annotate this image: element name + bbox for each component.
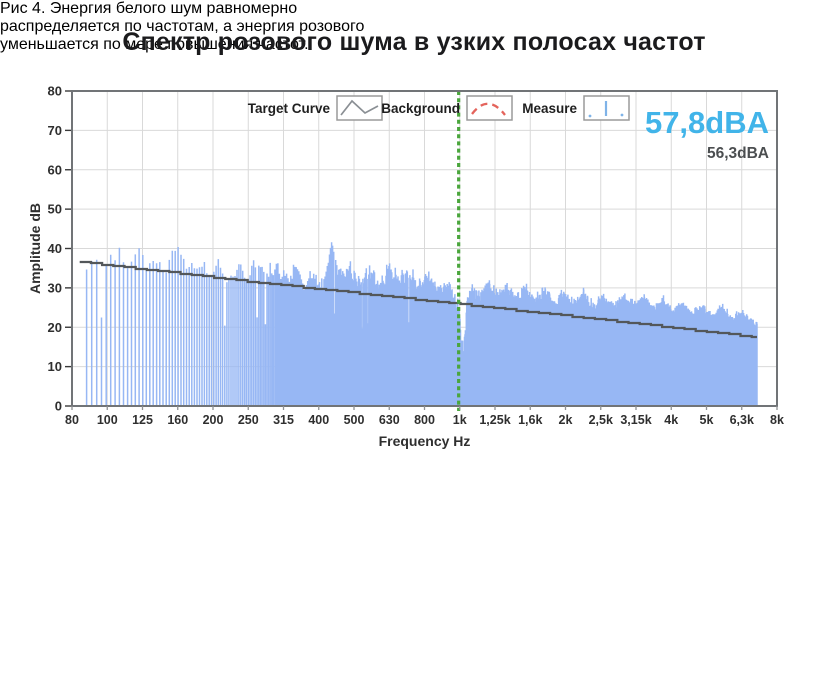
x-tick-label: 2,5k xyxy=(589,413,613,427)
x-tick-label: 500 xyxy=(344,413,365,427)
legend-label-measure: Measure xyxy=(522,101,577,116)
y-tick-label: 30 xyxy=(48,280,62,295)
spectrum-analyzer-figure: 80 70 60 50 40 30 20 10 0 80 100 125 160 200 250 315 400… xyxy=(0,80,828,460)
caption-line: распределяется по частотам, а энергия ро… xyxy=(0,18,365,35)
x-tick-label: 160 xyxy=(167,413,188,427)
spectrum-bars xyxy=(85,242,758,406)
y-tick-label: 80 xyxy=(48,84,62,99)
x-tick-label: 5k xyxy=(700,413,714,427)
y-tick-label: 50 xyxy=(48,202,62,217)
y-tick-label: 0 xyxy=(55,399,62,414)
x-tick-label: 315 xyxy=(273,413,294,427)
legend-label-background: Background xyxy=(381,101,460,116)
x-tick-label: 630 xyxy=(379,413,400,427)
x-tick-label: 800 xyxy=(414,413,435,427)
caption-line: Рис 4. Энергия белого шум равномерно xyxy=(0,0,298,17)
x-tick-label: 4k xyxy=(664,413,678,427)
y-tick-label: 60 xyxy=(48,162,62,177)
x-tick-label: 6,3k xyxy=(730,413,754,427)
x-tick-label: 3,15k xyxy=(620,413,651,427)
x-tick-label: 1k xyxy=(453,413,467,427)
x-tick-label: 200 xyxy=(203,413,224,427)
y-tick-label: 70 xyxy=(48,123,62,138)
caption-line: уменьшается по мере повышения частот. xyxy=(0,36,309,53)
target-curve-icon xyxy=(340,99,379,116)
background-level-readout: 56,3dBA xyxy=(707,145,769,162)
x-tick-label: 2k xyxy=(559,413,573,427)
background-icon-box xyxy=(466,95,513,121)
measured-level-readout: 57,8dBA xyxy=(645,105,769,140)
x-tick-label: 80 xyxy=(65,413,79,427)
y-tick-label: 10 xyxy=(48,359,62,374)
x-tick-label: 400 xyxy=(308,413,329,427)
y-tick-label: 20 xyxy=(48,320,62,335)
legend-label-target-curve: Target Curve xyxy=(248,101,331,116)
x-axis-title: Frequency Hz xyxy=(379,433,471,449)
target-curve-line xyxy=(79,260,757,339)
measure-icon-dot xyxy=(588,114,592,118)
background-icon xyxy=(471,102,506,116)
x-tick-label: 250 xyxy=(238,413,259,427)
x-tick-label: 1,6k xyxy=(518,413,542,427)
x-tick-label: 1,25k xyxy=(479,413,510,427)
page-title: Спектр розового шума в узких полосах час… xyxy=(122,27,706,56)
y-axis-title: Amplitude dB xyxy=(27,203,43,294)
x-tick-label: 100 xyxy=(97,413,118,427)
x-tick-label: 125 xyxy=(132,413,153,427)
y-tick-label: 40 xyxy=(48,241,62,256)
x-tick-label: 8k xyxy=(770,413,784,427)
measure-icon-dot xyxy=(620,113,624,117)
